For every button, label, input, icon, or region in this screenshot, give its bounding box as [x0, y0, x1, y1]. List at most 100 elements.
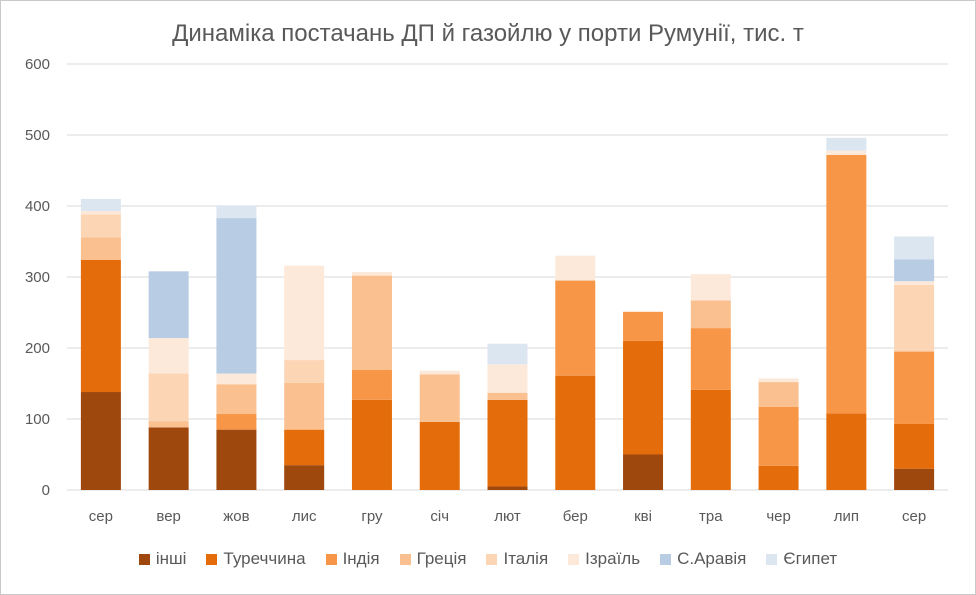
y-tick-label: 400 [25, 198, 50, 215]
bar-segment [419, 370, 460, 375]
bar-segment [690, 328, 731, 390]
y-tick-label: 300 [25, 269, 50, 286]
bar-segment [690, 274, 731, 301]
bar-segment [80, 210, 121, 215]
bar-segment [80, 214, 121, 238]
bar-segment [555, 375, 596, 490]
bar-segment [623, 454, 664, 490]
bar-segment [894, 351, 935, 424]
bar-segment [758, 382, 799, 407]
legend-swatch [138, 553, 150, 565]
x-tick-label: тра [699, 508, 723, 525]
bars [80, 137, 935, 490]
bar-segment [487, 486, 528, 490]
bar-segment [894, 281, 935, 285]
y-tick-label: 200 [25, 340, 50, 357]
x-tick-label: сер [89, 508, 113, 525]
bar-segment [555, 255, 596, 281]
x-tick-label: гру [361, 508, 383, 525]
x-tick-label: жов [223, 508, 249, 525]
legend-item: Індія [325, 549, 380, 569]
bar-segment [758, 465, 799, 490]
bar-segment [690, 300, 731, 329]
bar-segment [284, 360, 325, 383]
bar-segment [826, 137, 867, 151]
legend-label: Індія [342, 549, 380, 568]
x-tick-label: бер [563, 508, 588, 525]
bar-segment [894, 468, 935, 490]
x-axis-ticks: сер вер жов лис гру січ лют бер кві тра чер лип сер [89, 508, 926, 525]
legend-label: Ізраїль [585, 549, 641, 568]
bar-segment [351, 399, 392, 490]
bar-segment [826, 150, 867, 155]
x-tick-label: вер [156, 508, 181, 525]
bar-segment [148, 421, 189, 428]
legend-swatch [325, 553, 337, 565]
bar-segment [148, 271, 189, 339]
bar-segment [690, 389, 731, 490]
bar-segment [216, 429, 257, 490]
x-tick-label: лис [292, 508, 317, 525]
bar-segment [894, 236, 935, 260]
bar-segment [487, 343, 528, 365]
legend-item: інші [138, 549, 187, 569]
legend-swatch [568, 553, 580, 565]
y-tick-label: 0 [42, 482, 50, 499]
legend-swatch [206, 553, 218, 565]
bar-segment [148, 427, 189, 490]
bar-segment [758, 406, 799, 466]
legend-label: Греція [416, 549, 467, 568]
bar-segment [80, 392, 121, 490]
bar-segment [216, 218, 257, 374]
x-tick-label: кві [634, 508, 652, 525]
bar-segment [284, 429, 325, 466]
bar-segment [487, 364, 528, 393]
bar-segment [894, 423, 935, 469]
legend-swatch [766, 553, 778, 565]
bar-segment [758, 378, 799, 383]
legend-item: Туреччина [206, 549, 306, 569]
bar-segment [284, 382, 325, 430]
bar-segment [148, 373, 189, 422]
bar-segment [894, 284, 935, 352]
bar-segment [623, 340, 664, 455]
y-tick-label: 600 [25, 56, 50, 73]
bar-segment [351, 272, 392, 276]
bar-segment [80, 198, 121, 211]
legend-item: Італія [486, 549, 548, 569]
x-tick-label: чер [766, 508, 791, 525]
bar-segment [826, 154, 867, 414]
legend-item: Єгипет [766, 549, 837, 569]
bar-segment [80, 237, 121, 260]
bar-segment [216, 384, 257, 415]
bar-segment [487, 399, 528, 487]
bar-segment [894, 259, 935, 282]
chart-title: Динаміка постачань ДП й газойлю у порти … [172, 20, 804, 47]
bar-segment [216, 373, 257, 385]
bar-segment [148, 338, 189, 374]
x-tick-label: січ [430, 508, 449, 525]
y-tick-label: 500 [25, 127, 50, 144]
legend: інші Туреччина Індія Греція Італія Ізраїль С.А… [0, 549, 976, 569]
y-axis-ticks: 0 100 200 300 400 500 600 [25, 56, 50, 499]
legend-label: Туреччина [223, 549, 306, 568]
bar-segment [351, 275, 392, 371]
y-tick-label: 100 [25, 411, 50, 428]
x-tick-label: сер [902, 508, 926, 525]
bar-segment [80, 259, 121, 393]
legend-label: Італія [503, 549, 549, 568]
legend-swatch [399, 553, 411, 565]
legend-swatch [486, 553, 498, 565]
bar-segment [826, 413, 867, 490]
bar-segment [419, 421, 460, 490]
bar-segment [216, 414, 257, 430]
legend-item: Греція [399, 549, 467, 569]
bar-segment [623, 311, 664, 341]
legend-swatch [660, 553, 672, 565]
x-tick-label: лют [494, 508, 521, 525]
legend-label: інші [155, 549, 187, 568]
x-tick-label: лип [834, 508, 859, 525]
bar-segment [419, 374, 460, 422]
bar-segment [555, 280, 596, 376]
